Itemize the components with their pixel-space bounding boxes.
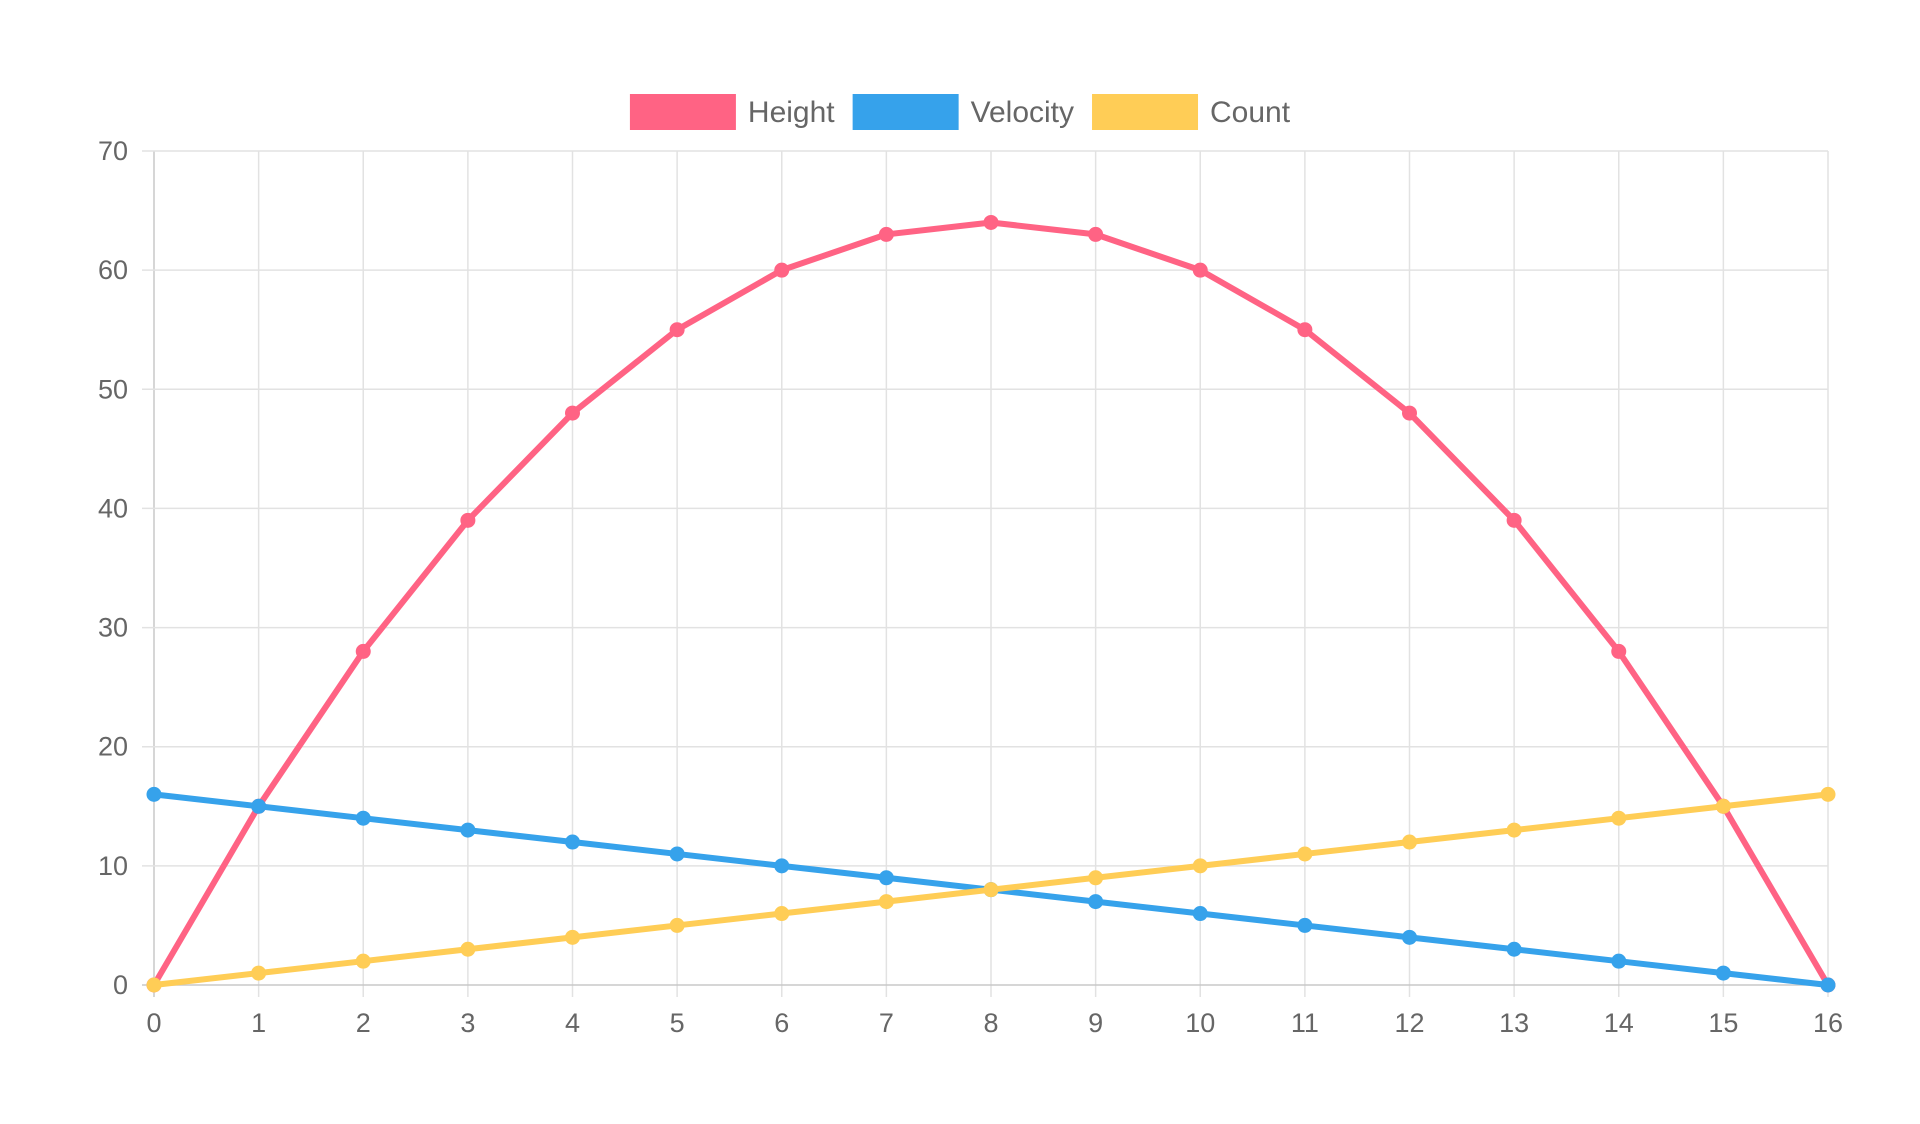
data-point-velocity [1402,929,1417,945]
data-point-velocity [1088,894,1104,910]
data-point-height [355,643,371,659]
y-tick-label: 40 [98,493,128,523]
data-point-height [565,405,580,421]
x-tick-label: 1 [251,1008,266,1038]
data-point-height [774,262,790,278]
data-point-count [355,953,371,969]
legend-label-count: Count [1210,96,1291,129]
series-lines [146,214,1836,993]
data-point-height [460,512,476,528]
data-point-height [1192,262,1208,278]
data-point-height [1611,643,1627,659]
data-point-count [1611,810,1627,826]
data-point-count [251,965,267,981]
data-point-height [1297,322,1313,338]
x-tick-label: 15 [1708,1008,1738,1038]
data-point-velocity [565,834,580,850]
data-point-height [878,226,894,242]
legend-swatch-velocity [852,94,959,130]
x-tick-label: 12 [1394,1008,1424,1038]
data-point-height [669,322,685,338]
y-tick-label: 0 [113,970,128,1000]
data-point-height [1402,405,1417,421]
grid [142,150,1829,997]
legend-swatch-count [1092,94,1199,130]
legend-label-velocity: Velocity [971,96,1074,129]
data-point-count [774,906,790,922]
y-tick-label: 50 [98,374,128,404]
x-tick-label: 3 [460,1008,475,1038]
legend-item-count: Count [1092,94,1291,130]
x-tick-label: 2 [356,1008,371,1038]
x-tick-label: 4 [565,1008,580,1038]
data-point-velocity [1506,941,1522,957]
x-tick-label: 16 [1813,1008,1843,1038]
data-point-velocity [1820,977,1836,993]
data-point-count [669,917,685,933]
data-point-height [1506,512,1522,528]
data-point-count [1192,858,1208,874]
data-point-velocity [774,858,790,874]
x-tick-label: 10 [1185,1008,1215,1038]
data-point-count [1088,870,1104,886]
y-tick-label: 60 [98,255,128,285]
data-point-count [1506,822,1522,838]
data-point-count [460,941,476,957]
y-tick-label: 70 [98,136,128,166]
data-point-velocity [1297,917,1313,933]
data-point-count [1715,798,1731,814]
data-point-velocity [1611,953,1627,969]
data-point-velocity [1192,906,1208,922]
legend-item-height: Height [629,94,835,130]
x-tick-label: 8 [983,1008,998,1038]
data-point-count [146,977,162,993]
data-point-count [1297,846,1313,862]
data-point-count [1820,786,1836,802]
x-tick-label: 13 [1499,1008,1529,1038]
data-point-count [1402,834,1417,850]
legend-label-height: Height [748,96,835,129]
y-tick-label: 30 [98,613,128,643]
data-point-velocity [355,810,371,826]
data-point-count [565,929,580,945]
data-point-velocity [460,822,476,838]
legend: Height Velocity Count [629,94,1291,130]
data-point-height [1088,226,1104,242]
x-tick-label: 14 [1604,1008,1634,1038]
data-point-velocity [669,846,685,862]
series-count [146,786,1836,993]
data-point-velocity [146,786,162,802]
legend-item-velocity: Velocity [852,94,1074,130]
data-point-count [878,894,894,910]
y-tick-label: 10 [98,851,128,881]
x-tick-label: 5 [670,1008,685,1038]
data-point-height [983,214,999,230]
x-tick-label: 11 [1291,1008,1319,1038]
y-tick-label: 20 [98,732,128,762]
x-tick-label: 6 [774,1008,789,1038]
x-tick-label: 9 [1088,1008,1103,1038]
data-point-count [983,882,999,898]
x-tick-label: 0 [146,1008,161,1038]
data-point-velocity [251,798,267,814]
x-tick-label: 7 [879,1008,894,1038]
data-point-velocity [878,870,894,886]
legend-swatch-height [629,94,736,130]
data-point-velocity [1715,965,1731,981]
